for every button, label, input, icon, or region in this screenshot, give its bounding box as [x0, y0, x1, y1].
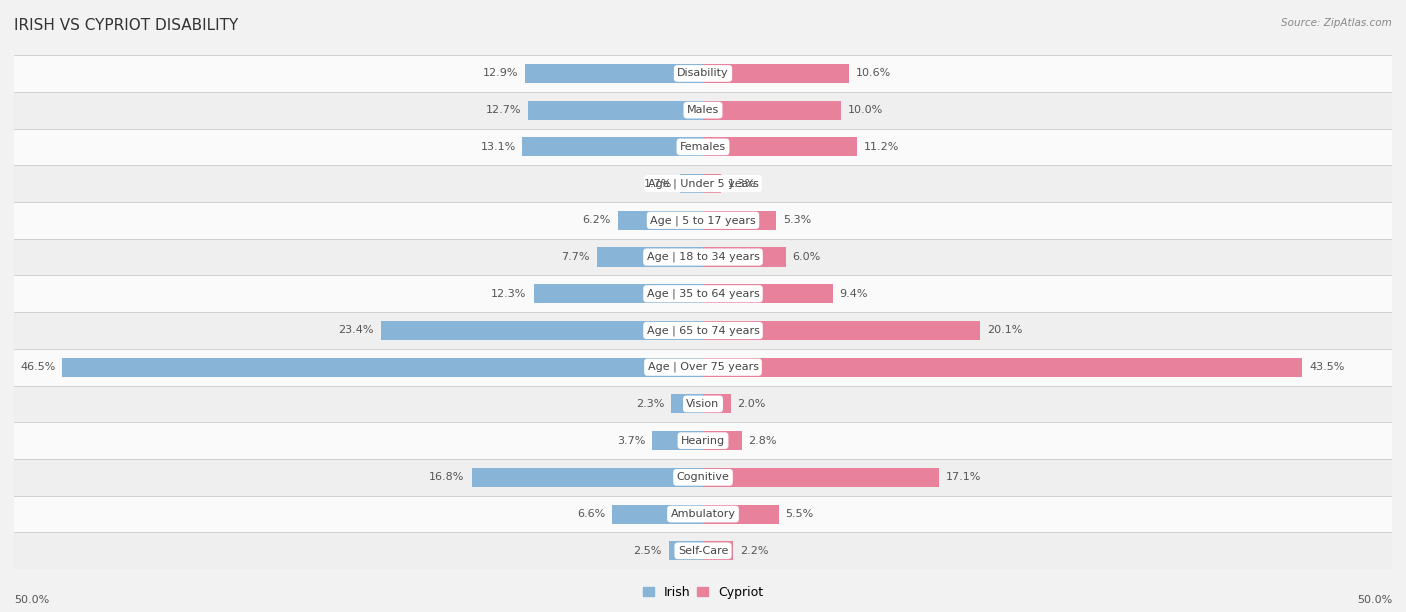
Text: 6.6%: 6.6%	[576, 509, 605, 519]
Text: 50.0%: 50.0%	[1357, 595, 1392, 605]
Bar	[529, 100, 703, 120]
Text: 9.4%: 9.4%	[839, 289, 868, 299]
Bar	[14, 202, 1392, 239]
Text: 10.0%: 10.0%	[848, 105, 883, 115]
Text: 1.7%: 1.7%	[644, 179, 672, 188]
Text: 10.6%: 10.6%	[856, 69, 891, 78]
Bar	[703, 468, 939, 487]
Bar	[679, 174, 703, 193]
Text: 2.0%: 2.0%	[738, 399, 766, 409]
Bar	[703, 211, 776, 230]
Text: 23.4%: 23.4%	[339, 326, 374, 335]
Bar	[669, 541, 703, 561]
Text: 12.7%: 12.7%	[485, 105, 522, 115]
Text: 11.2%: 11.2%	[865, 142, 900, 152]
Bar	[703, 541, 734, 561]
Text: Females: Females	[681, 142, 725, 152]
Bar	[703, 394, 731, 414]
Bar	[14, 459, 1392, 496]
Text: 13.1%: 13.1%	[481, 142, 516, 152]
Text: 50.0%: 50.0%	[14, 595, 49, 605]
Text: Self-Care: Self-Care	[678, 546, 728, 556]
Text: Age | 18 to 34 years: Age | 18 to 34 years	[647, 252, 759, 263]
Text: Vision: Vision	[686, 399, 720, 409]
Bar	[617, 211, 703, 230]
Text: 6.0%: 6.0%	[793, 252, 821, 262]
Bar	[62, 357, 703, 377]
Bar	[598, 247, 703, 267]
Text: 2.8%: 2.8%	[748, 436, 778, 446]
Text: Hearing: Hearing	[681, 436, 725, 446]
Text: 17.1%: 17.1%	[945, 472, 981, 482]
Bar	[533, 284, 703, 304]
Text: Age | Over 75 years: Age | Over 75 years	[648, 362, 758, 373]
Bar	[703, 321, 980, 340]
Text: IRISH VS CYPRIOT DISABILITY: IRISH VS CYPRIOT DISABILITY	[14, 18, 238, 34]
Bar	[14, 129, 1392, 165]
Bar	[14, 55, 1392, 92]
Bar	[703, 174, 721, 193]
Text: Source: ZipAtlas.com: Source: ZipAtlas.com	[1281, 18, 1392, 28]
Bar	[14, 239, 1392, 275]
Bar	[703, 100, 841, 120]
Bar	[652, 431, 703, 450]
Text: Disability: Disability	[678, 69, 728, 78]
Bar	[703, 137, 858, 157]
Text: 20.1%: 20.1%	[987, 326, 1022, 335]
Bar	[14, 92, 1392, 129]
Bar	[703, 247, 786, 267]
Bar	[612, 504, 703, 524]
Bar	[703, 64, 849, 83]
Text: 6.2%: 6.2%	[582, 215, 610, 225]
Bar	[14, 422, 1392, 459]
Bar	[14, 496, 1392, 532]
Text: Ambulatory: Ambulatory	[671, 509, 735, 519]
Text: Age | 65 to 74 years: Age | 65 to 74 years	[647, 325, 759, 336]
Text: 16.8%: 16.8%	[429, 472, 464, 482]
Text: Age | 35 to 64 years: Age | 35 to 64 years	[647, 288, 759, 299]
Bar	[703, 284, 832, 304]
Text: 43.5%: 43.5%	[1309, 362, 1344, 372]
Text: 3.7%: 3.7%	[617, 436, 645, 446]
Bar	[703, 357, 1302, 377]
Bar	[14, 165, 1392, 202]
Bar	[703, 431, 741, 450]
Bar	[523, 137, 703, 157]
Text: 12.3%: 12.3%	[491, 289, 527, 299]
Bar	[471, 468, 703, 487]
Text: 7.7%: 7.7%	[561, 252, 591, 262]
Text: Age | Under 5 years: Age | Under 5 years	[648, 178, 758, 189]
Text: 46.5%: 46.5%	[20, 362, 55, 372]
Bar	[381, 321, 703, 340]
Bar	[14, 349, 1392, 386]
Text: 2.3%: 2.3%	[636, 399, 665, 409]
Text: Cognitive: Cognitive	[676, 472, 730, 482]
Text: 12.9%: 12.9%	[482, 69, 519, 78]
Text: 2.5%: 2.5%	[633, 546, 662, 556]
Text: 2.2%: 2.2%	[740, 546, 769, 556]
Text: 5.3%: 5.3%	[783, 215, 811, 225]
Bar	[703, 504, 779, 524]
Bar	[14, 386, 1392, 422]
Text: 1.3%: 1.3%	[728, 179, 756, 188]
Bar	[14, 312, 1392, 349]
Bar	[671, 394, 703, 414]
Bar	[526, 64, 703, 83]
Bar	[14, 275, 1392, 312]
Text: Males: Males	[688, 105, 718, 115]
Text: Age | 5 to 17 years: Age | 5 to 17 years	[650, 215, 756, 226]
Legend: Irish, Cypriot: Irish, Cypriot	[638, 581, 768, 604]
Text: 5.5%: 5.5%	[786, 509, 814, 519]
Bar	[14, 532, 1392, 569]
